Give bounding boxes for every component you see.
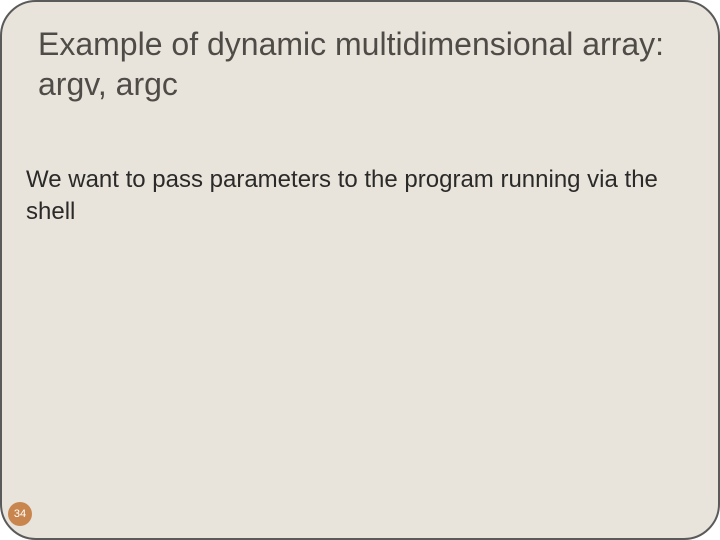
page-number-badge: 34 (8, 502, 32, 526)
slide-body-text: We want to pass parameters to the progra… (26, 164, 682, 229)
slide-frame: Example of dynamic multidimensional arra… (0, 0, 720, 540)
slide-title: Example of dynamic multidimensional arra… (38, 24, 682, 104)
